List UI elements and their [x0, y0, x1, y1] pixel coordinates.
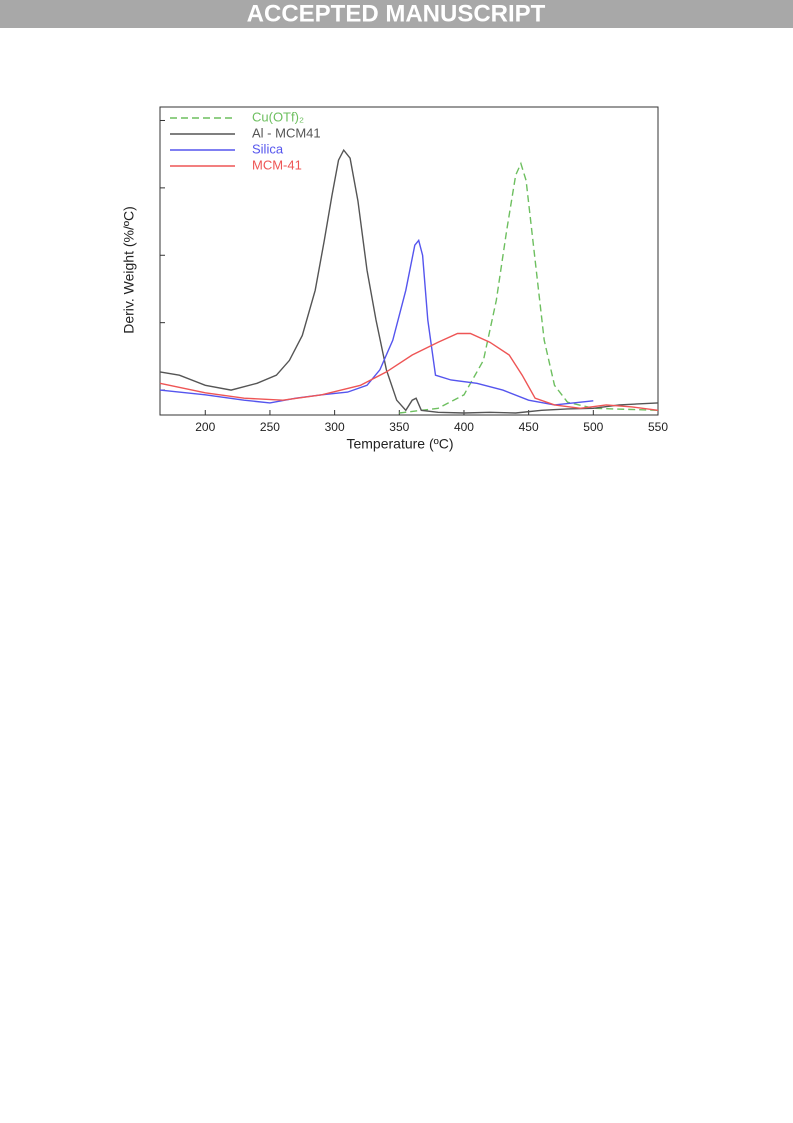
legend-label: MCM-41 — [252, 157, 302, 172]
series-line — [399, 161, 659, 414]
header-bar — [0, 0, 793, 28]
x-tick-label: 350 — [389, 420, 409, 434]
x-tick-label: 550 — [648, 420, 668, 434]
x-tick-label: 400 — [454, 420, 474, 434]
legend-label: Silica — [252, 141, 284, 156]
series-line — [159, 332, 659, 411]
legend-label: Cu(OTf)₂ — [252, 109, 304, 124]
y-axis-label: Deriv. Weight (%/ºC) — [121, 206, 137, 334]
x-axis-label: Temperature (ºC) — [346, 436, 453, 452]
x-tick-label: 500 — [583, 420, 603, 434]
series-line — [159, 148, 659, 414]
plot-frame — [159, 106, 659, 416]
x-tick-label: 250 — [260, 420, 280, 434]
legend-label: Al - MCM41 — [252, 125, 321, 140]
x-tick-label: 450 — [519, 420, 539, 434]
header-title: ACCEPTED MANUSCRIPT — [247, 0, 546, 27]
x-tick-label: 300 — [325, 420, 345, 434]
x-tick-label: 200 — [195, 420, 215, 434]
